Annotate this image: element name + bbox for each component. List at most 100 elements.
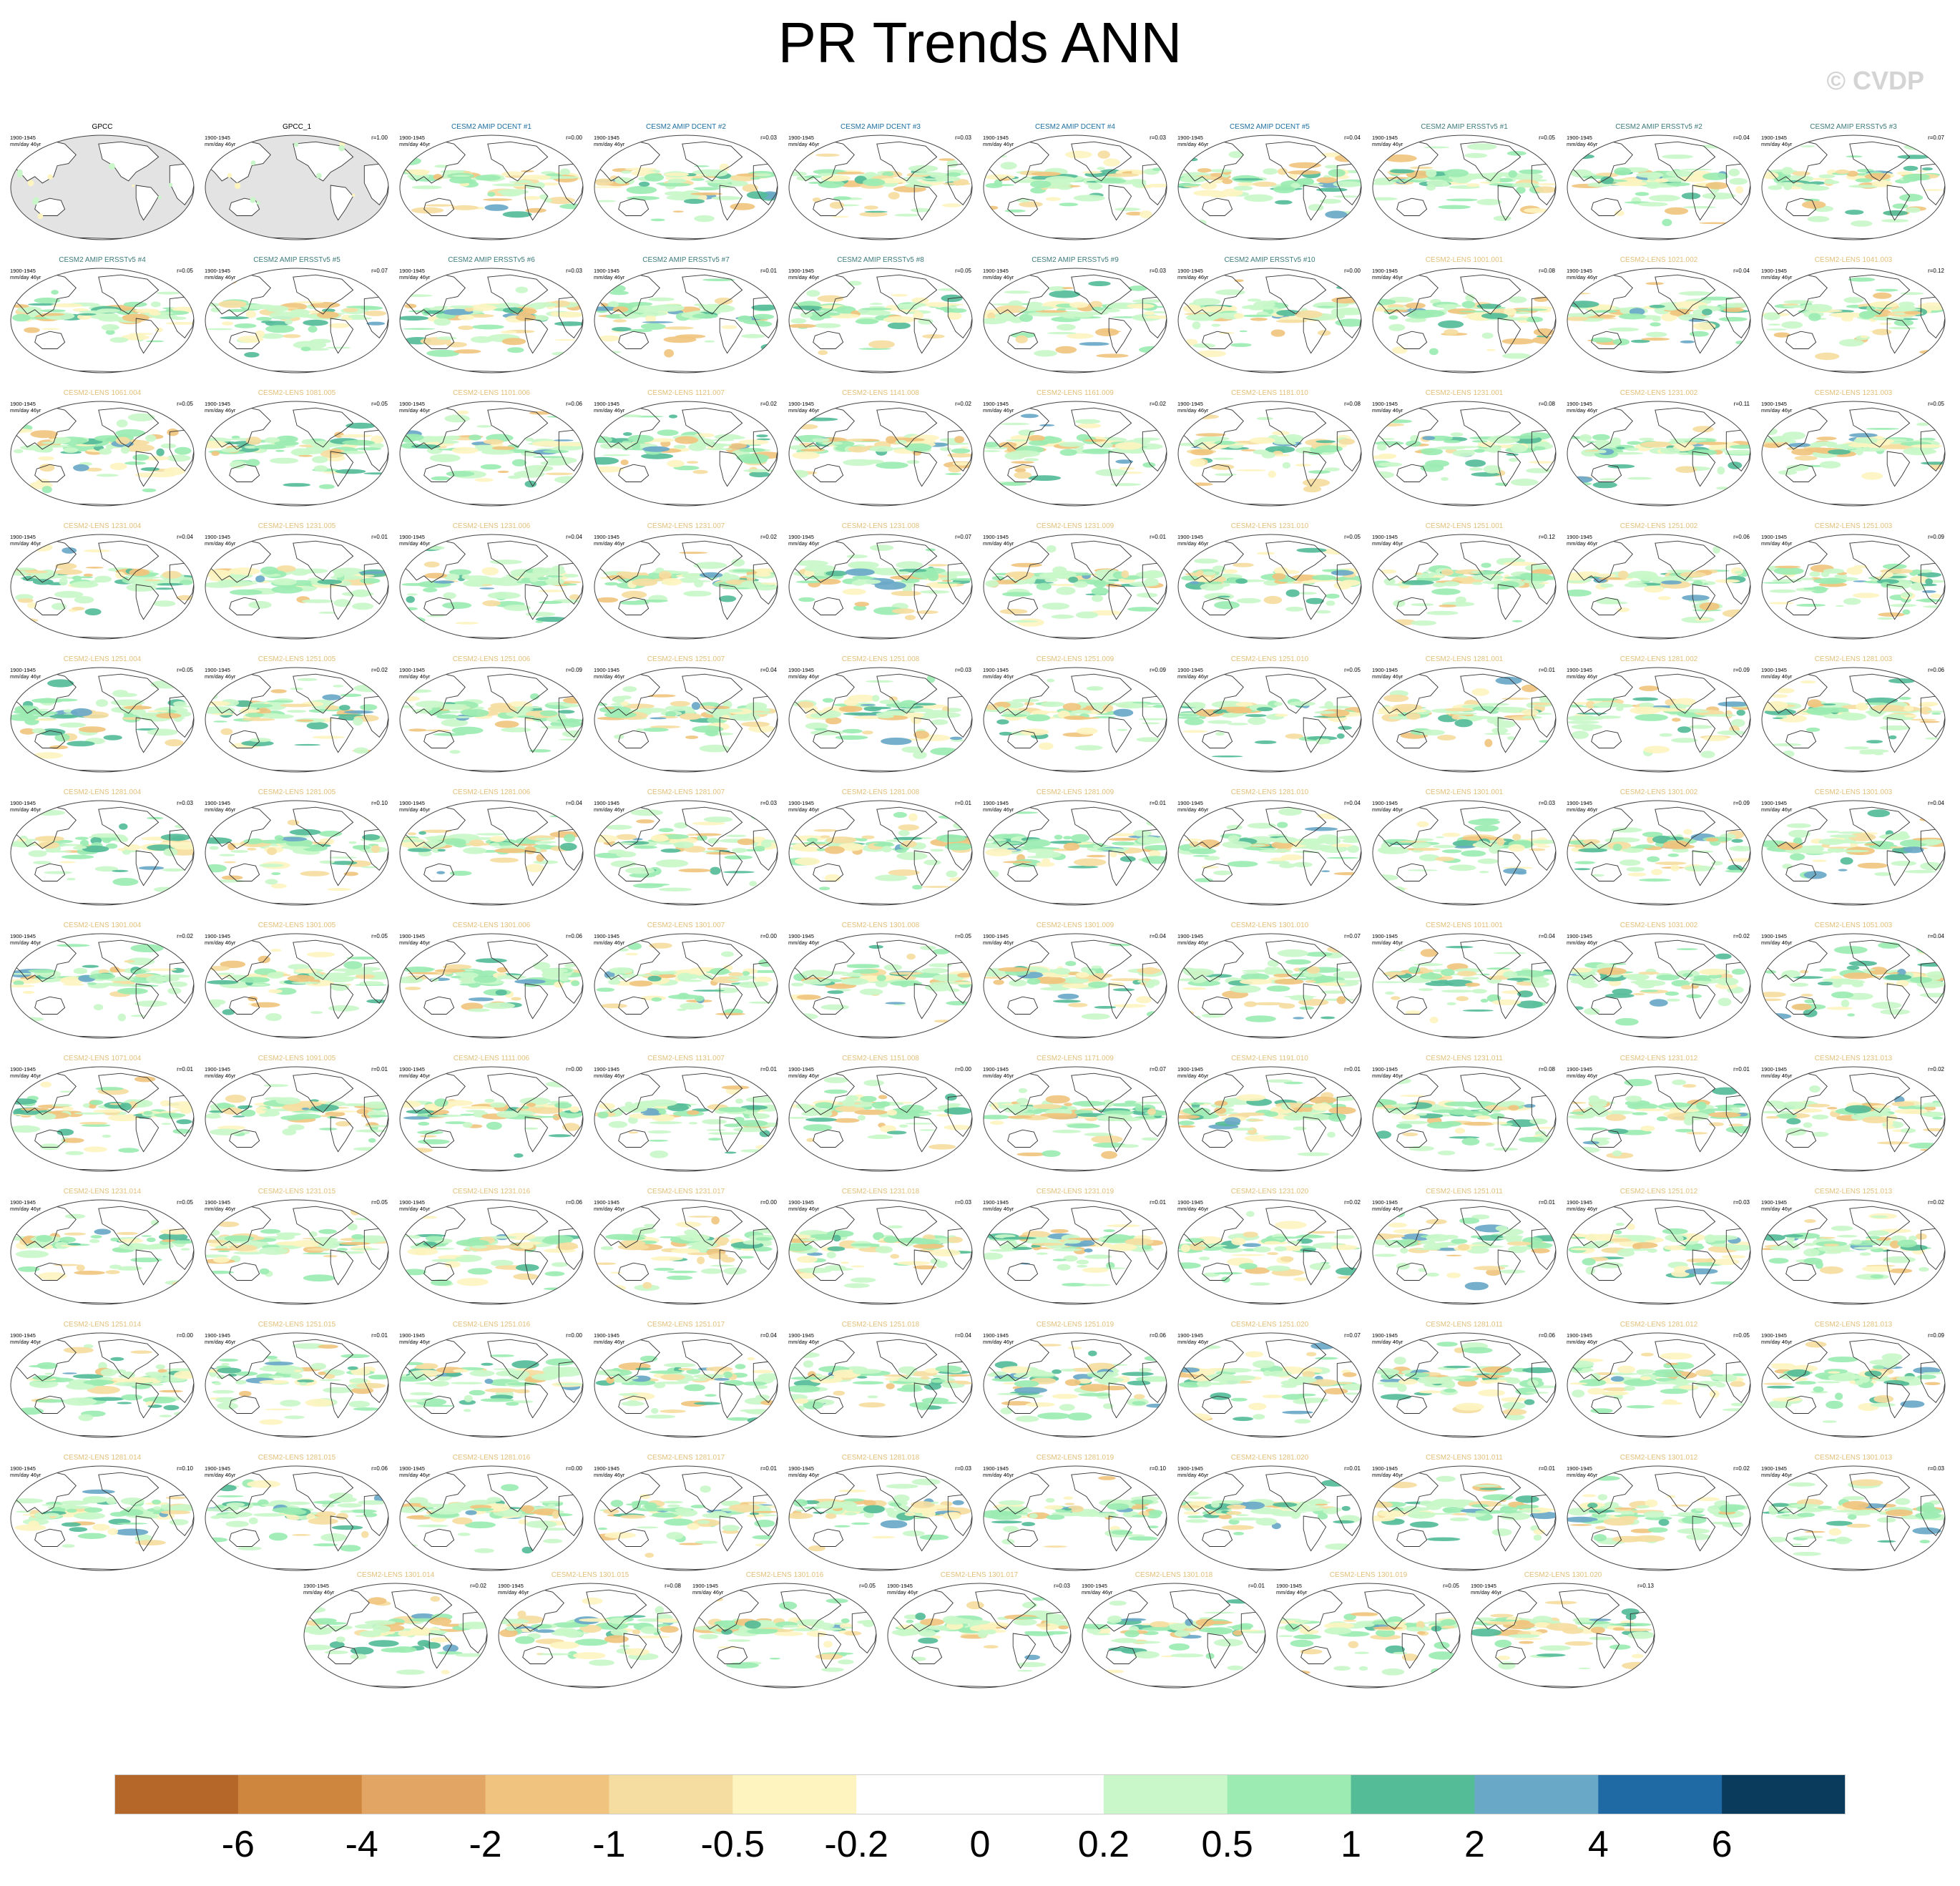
panel-units: mm/day 46yr xyxy=(594,673,625,680)
map-panel: CESM2-LENS 1231.006 1900-1945 mm/day 46yr r… xyxy=(398,522,585,642)
trend-patch xyxy=(442,602,472,609)
trend-patch xyxy=(1288,162,1321,169)
trend-patch xyxy=(1086,854,1107,858)
trend-patch xyxy=(538,590,565,592)
trend-patch xyxy=(1893,313,1906,315)
trend-patch xyxy=(464,307,474,312)
trend-patch xyxy=(557,710,575,714)
panel-title: CESM2-LENS 1231.008 xyxy=(841,522,920,530)
panel-title: CESM2-LENS 1231.002 xyxy=(1620,389,1698,397)
trend-patch xyxy=(174,446,192,455)
trend-patch xyxy=(154,587,175,590)
trend-patch xyxy=(49,745,69,750)
panel-correlation: r=0.04 xyxy=(177,534,193,540)
trend-patch xyxy=(1304,826,1338,831)
trend-patch xyxy=(452,175,470,177)
trend-patch xyxy=(501,338,526,346)
trend-patch xyxy=(162,868,185,872)
trend-patch xyxy=(1338,816,1356,822)
trend-patch xyxy=(1235,702,1253,707)
panel-period: 1900-1945 xyxy=(788,135,814,141)
map-17 xyxy=(1372,268,1557,373)
trend-patch xyxy=(686,461,699,464)
panel-period: 1900-1945 xyxy=(1372,268,1398,274)
trend-patch xyxy=(1214,601,1240,610)
trend-patch xyxy=(891,590,921,597)
panel-title: CESM2-LENS 1281.006 xyxy=(452,788,531,796)
trend-patch xyxy=(1604,601,1628,605)
trend-patch xyxy=(72,607,85,611)
panel-correlation: r=0.11 xyxy=(1733,401,1750,407)
panel-units: mm/day 46yr xyxy=(983,141,1014,147)
trend-patch xyxy=(865,680,894,683)
trend-patch xyxy=(848,446,868,453)
land-north-america xyxy=(1460,141,1522,182)
trend-patch xyxy=(78,726,106,733)
trend-patch xyxy=(1436,304,1462,308)
panel-correlation: r=0.02 xyxy=(371,667,388,673)
panel-title: CESM2-LENS 1251.005 xyxy=(258,655,336,663)
trend-patch xyxy=(711,708,743,713)
trend-patch xyxy=(1315,440,1336,444)
trend-patch xyxy=(1471,440,1488,443)
trend-patch xyxy=(101,324,119,331)
trend-patch xyxy=(1088,280,1111,286)
map-59 xyxy=(1761,800,1946,906)
trend-patch xyxy=(1699,602,1720,611)
trend-patch xyxy=(1911,582,1926,591)
trend-patch xyxy=(140,467,160,472)
trend-patch xyxy=(923,859,941,866)
land-australia xyxy=(1591,197,1622,216)
panel-correlation: r=0.07 xyxy=(1928,135,1944,141)
trend-patch xyxy=(1896,171,1914,175)
trend-patch xyxy=(17,598,34,603)
trend-patch xyxy=(1426,610,1459,615)
trend-patch xyxy=(1611,183,1634,186)
trend-patch xyxy=(160,834,191,841)
ocean-background xyxy=(984,534,1167,639)
panel-units: mm/day 46yr xyxy=(1567,806,1598,813)
land-greenland xyxy=(1909,403,1926,415)
trend-patch xyxy=(248,601,272,609)
panel-period: 1900-1945 xyxy=(399,534,425,540)
trend-patch xyxy=(1624,582,1647,588)
trend-patch xyxy=(1006,439,1029,441)
trend-patch xyxy=(316,311,339,319)
land-south-america xyxy=(1108,318,1132,354)
trend-patch xyxy=(255,330,265,338)
trend-patch xyxy=(1138,718,1167,720)
panel-period: 1900-1945 xyxy=(788,401,814,407)
trend-patch xyxy=(1649,304,1665,308)
panel-period: 1900-1945 xyxy=(1761,800,1787,806)
panel-units: mm/day 46yr xyxy=(788,274,820,280)
panel-title: GPCC_1 xyxy=(282,123,311,131)
trend-patch xyxy=(1194,558,1219,564)
trend-patch xyxy=(59,722,87,728)
land-greenland xyxy=(353,669,369,681)
trend-patch xyxy=(1828,449,1851,455)
trend-patch xyxy=(1133,437,1160,441)
trend-patch xyxy=(1639,685,1660,691)
panel-period: 1900-1945 xyxy=(1567,534,1592,540)
trend-patch xyxy=(667,459,685,468)
panel-period: 1900-1945 xyxy=(205,534,230,540)
trend-patch xyxy=(546,575,564,578)
trend-patch xyxy=(1288,173,1298,180)
trend-patch xyxy=(1025,306,1054,311)
trend-patch xyxy=(1867,809,1891,818)
land-australia xyxy=(618,331,650,349)
trend-patch xyxy=(455,622,479,625)
trend-patch xyxy=(1818,174,1836,179)
trend-patch xyxy=(1762,427,1778,436)
trend-patch xyxy=(1211,755,1243,758)
trend-patch xyxy=(498,303,521,307)
trend-patch xyxy=(1091,587,1109,595)
trend-patch xyxy=(845,568,875,576)
trend-patch xyxy=(327,888,351,891)
trend-patch xyxy=(1879,322,1892,326)
trend-patch xyxy=(343,308,358,313)
land-australia xyxy=(229,331,260,349)
land-south-america xyxy=(135,185,160,221)
trend-patch xyxy=(1045,197,1061,201)
trend-patch xyxy=(669,414,677,419)
